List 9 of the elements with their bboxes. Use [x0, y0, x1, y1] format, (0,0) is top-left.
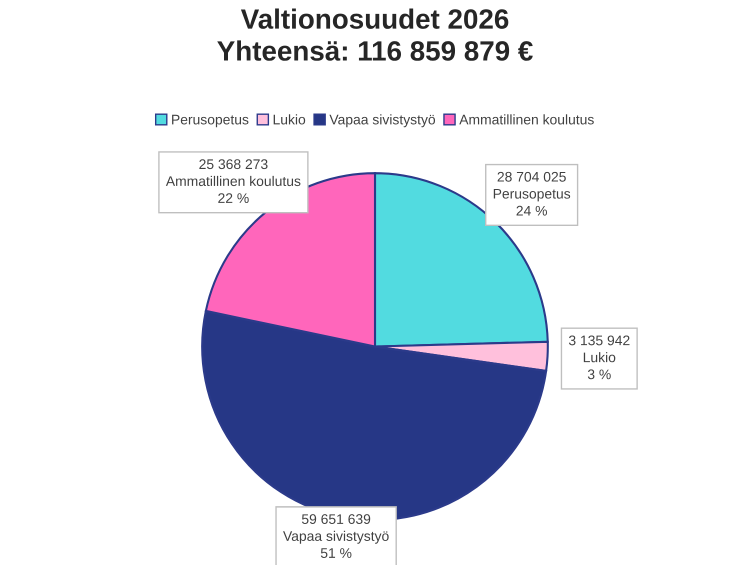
data-label: 28 704 025 Perusopetus 24 %	[494, 172, 570, 216]
data-label: 3 135 942 Lukio 3 %	[568, 335, 630, 380]
legend-label: Ammatillinen koulutus	[459, 114, 594, 124]
data-label: 25 368 273 Ammatillinen koulutus 22 %	[166, 159, 300, 203]
legend-label: Lukio	[274, 114, 306, 124]
legend-label: Vapaa sivistystyö	[329, 114, 436, 128]
legend-label: Perusopetus	[172, 114, 248, 128]
data-label: 59 651 639 Vapaa sivistystyö 51 %	[283, 514, 389, 558]
chart-title: Valtionosuudet 2026 Yhteensä: 116 859 879 €	[217, 8, 533, 61]
